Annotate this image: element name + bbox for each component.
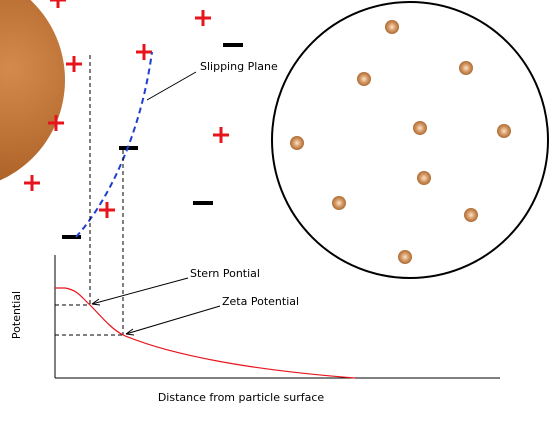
arrow-head [125,328,135,336]
slipping-plane-curve [75,51,153,238]
leader-line [146,71,197,101]
arrow [91,277,189,305]
solution-circle [271,1,549,279]
positive-ions [24,0,229,218]
arrow [125,305,221,335]
slipping-plane-label: Slipping Plane [200,60,278,73]
y-axis-label: Potential [10,291,23,339]
negative-ions [62,43,243,239]
particle [0,0,65,181]
stern-label: Stern Pontial [190,267,260,280]
arrow-head [91,298,101,306]
particles [290,20,511,264]
zeta-label: Zeta Potential [222,295,299,308]
potential-curve [55,287,356,379]
x-axis-label: Distance from particle surface [158,391,325,404]
